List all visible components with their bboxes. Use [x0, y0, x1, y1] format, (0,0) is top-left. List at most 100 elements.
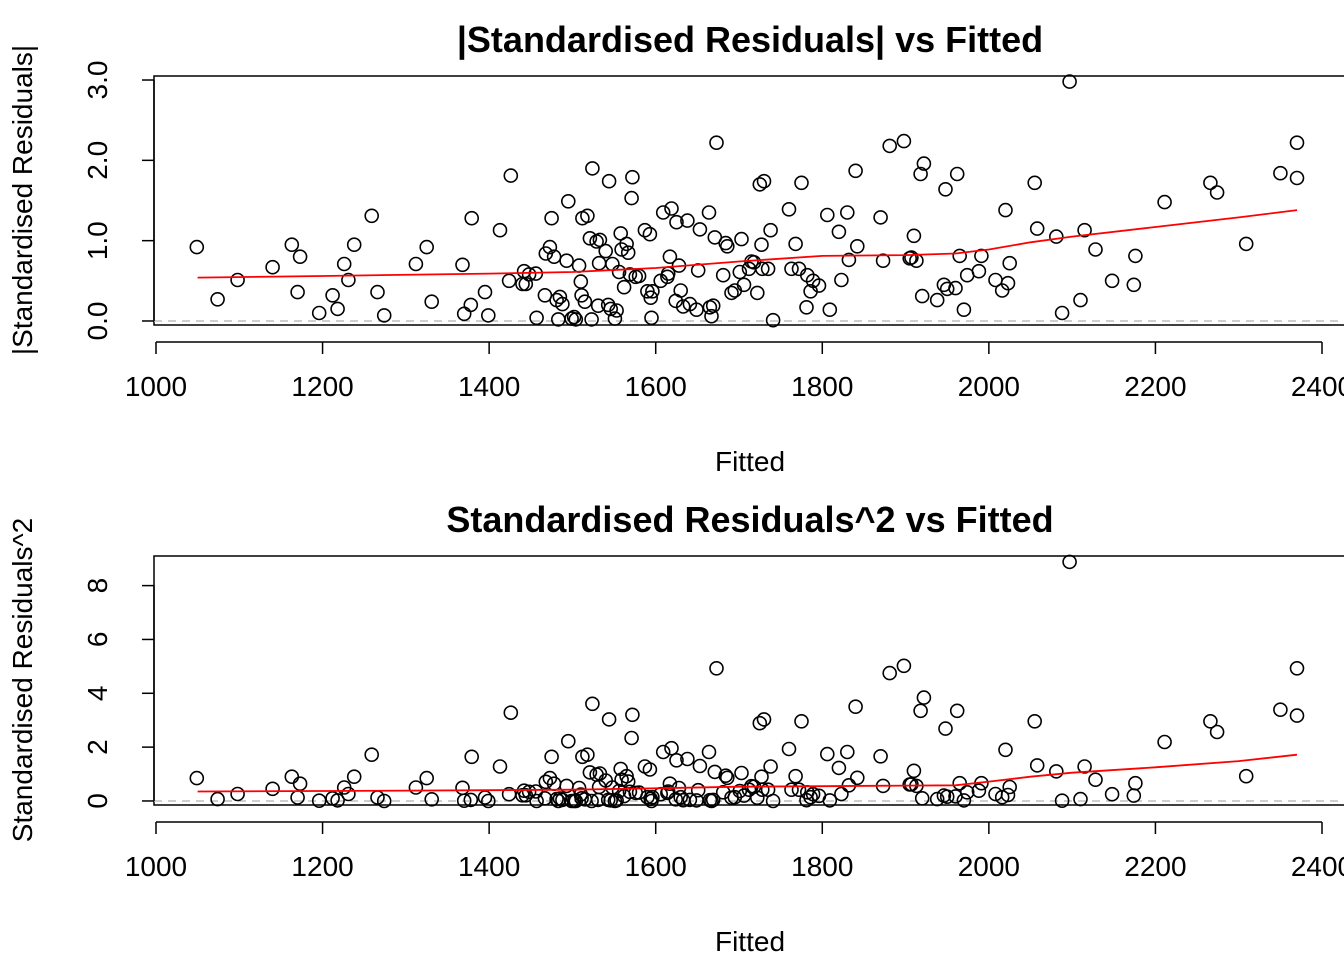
x-tick-label: 1400 — [458, 371, 520, 402]
data-point — [805, 786, 821, 802]
data-point — [311, 305, 327, 321]
data-point — [609, 793, 624, 808]
data-point — [718, 768, 734, 784]
data-point — [1126, 788, 1142, 803]
data-point — [591, 255, 607, 271]
data-point — [1049, 764, 1064, 779]
data-point — [521, 784, 537, 800]
chart-title: |Standardised Residuals| vs Fitted — [457, 19, 1043, 61]
data-point — [709, 135, 724, 150]
data-point — [752, 177, 768, 192]
data-point — [916, 156, 932, 171]
data-point — [605, 780, 620, 795]
y-tick-label: 4 — [82, 686, 113, 702]
data-point — [660, 784, 676, 799]
data-point — [760, 261, 776, 277]
data-point — [849, 770, 865, 786]
y-tick-label: 6 — [82, 632, 113, 648]
data-point — [1157, 194, 1172, 210]
data-point — [841, 252, 857, 268]
data-point — [552, 289, 568, 305]
data-point — [265, 781, 280, 797]
points-layer — [189, 74, 1305, 328]
data-point — [959, 784, 975, 800]
data-point — [1238, 236, 1254, 252]
x-tick-label: 2200 — [1124, 851, 1186, 882]
data-point — [424, 294, 440, 310]
data-point — [664, 201, 679, 216]
data-point — [848, 163, 863, 179]
points-layer — [189, 554, 1305, 809]
data-point — [784, 782, 799, 798]
data-point — [692, 222, 708, 237]
data-point — [624, 730, 639, 746]
data-point — [734, 231, 749, 247]
data-point — [655, 205, 671, 220]
data-point — [550, 312, 566, 327]
data-point — [811, 278, 827, 293]
x-tick-label: 1800 — [791, 371, 853, 402]
data-point — [1077, 759, 1092, 774]
data-point — [669, 752, 684, 768]
data-point — [1027, 175, 1042, 191]
data-point — [998, 742, 1013, 758]
data-point — [834, 786, 849, 802]
data-point — [882, 665, 898, 681]
data-point — [284, 769, 300, 785]
data-point — [1128, 775, 1143, 791]
data-point — [464, 210, 480, 226]
data-point — [559, 253, 574, 269]
data-point — [311, 793, 327, 809]
data-point — [463, 297, 479, 313]
data-point — [370, 284, 385, 300]
data-point — [503, 168, 519, 183]
data-point — [292, 249, 308, 265]
data-point — [571, 780, 587, 796]
data-point — [781, 202, 797, 217]
data-point — [956, 302, 972, 318]
data-point — [455, 257, 470, 273]
data-point — [906, 228, 922, 244]
data-point — [529, 310, 544, 326]
data-point — [682, 792, 698, 808]
data-point — [675, 299, 691, 314]
data-point — [831, 224, 847, 240]
data-point — [189, 770, 205, 786]
data-point — [544, 749, 559, 765]
data-point — [882, 138, 898, 154]
data-point — [492, 759, 508, 774]
data-point — [754, 261, 770, 277]
data-point — [1209, 185, 1225, 200]
data-point — [736, 277, 752, 293]
y-tick-label: 0 — [82, 793, 113, 809]
data-point — [974, 248, 989, 264]
data-point — [376, 793, 392, 809]
data-point — [292, 776, 308, 792]
data-point — [914, 790, 930, 806]
data-point — [822, 302, 838, 318]
data-point — [749, 790, 765, 806]
data-point — [971, 263, 987, 279]
data-point — [537, 790, 553, 806]
data-point — [341, 272, 356, 288]
data-point — [284, 237, 300, 252]
data-point — [669, 214, 684, 230]
data-point — [518, 276, 534, 292]
data-point — [916, 690, 932, 705]
data-point — [1289, 708, 1305, 723]
data-point — [1049, 229, 1064, 244]
data-point — [290, 284, 305, 300]
data-point — [791, 261, 807, 277]
data-point — [585, 161, 600, 176]
data-point — [1002, 779, 1018, 795]
data-point — [455, 780, 470, 796]
data-point — [756, 173, 772, 189]
data-point — [701, 744, 717, 760]
data-point — [929, 292, 945, 308]
data-point — [704, 793, 719, 809]
data-point — [609, 303, 624, 318]
data-point — [831, 760, 847, 776]
data-point — [705, 298, 721, 314]
